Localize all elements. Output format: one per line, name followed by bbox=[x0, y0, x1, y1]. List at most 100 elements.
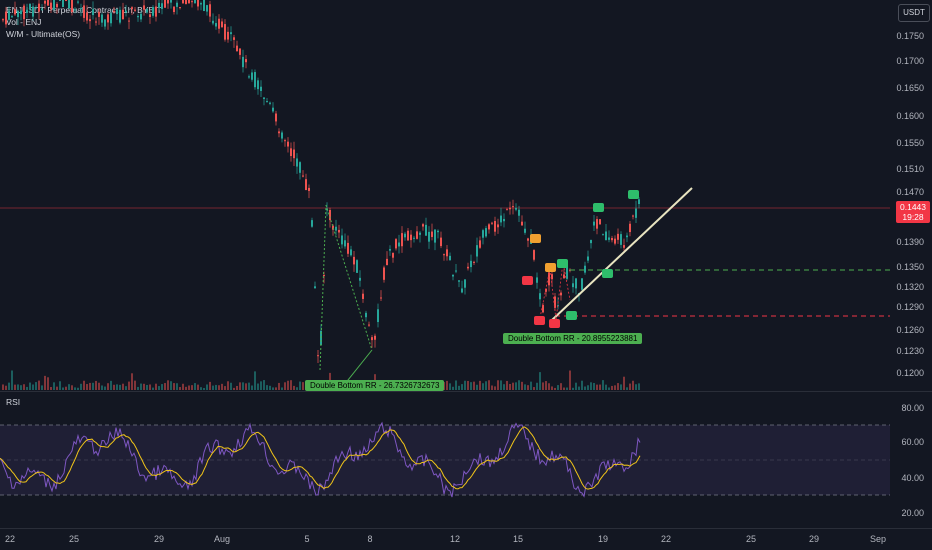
volume-bar bbox=[65, 386, 67, 390]
rsi-line bbox=[0, 421, 641, 498]
volume-bar bbox=[233, 387, 235, 390]
volume-bar bbox=[113, 384, 115, 390]
volume-bar bbox=[503, 384, 505, 390]
signal-marker-red[interactable] bbox=[549, 319, 560, 328]
double-bottom-label-1[interactable]: Double Bottom RR - 26.7326732673 bbox=[305, 380, 445, 391]
volume-bar bbox=[590, 382, 592, 390]
candle-body bbox=[338, 229, 340, 233]
candle-body bbox=[164, 0, 166, 8]
volume-bar bbox=[563, 387, 565, 390]
candle-body bbox=[17, 10, 19, 18]
candle-body bbox=[251, 72, 253, 80]
volume-bar bbox=[596, 384, 598, 390]
candle-body bbox=[536, 277, 538, 283]
volume-bar bbox=[458, 385, 460, 390]
candle-body bbox=[53, 0, 55, 11]
pane-separator[interactable] bbox=[0, 391, 932, 392]
candle-body bbox=[617, 233, 619, 240]
volume-bar bbox=[44, 375, 46, 390]
candle-body bbox=[107, 14, 109, 23]
volume-bar bbox=[533, 387, 535, 390]
signal-marker-green[interactable] bbox=[628, 190, 639, 199]
volume-bar bbox=[545, 381, 547, 390]
currency-button[interactable]: USDT bbox=[898, 4, 930, 22]
rsi-axis[interactable]: 80.00 60.00 40.00 20.00 bbox=[901, 403, 924, 518]
volume-bar bbox=[617, 383, 619, 390]
volume-bar bbox=[2, 384, 4, 390]
volume-bar bbox=[59, 381, 61, 390]
volume-bar bbox=[179, 387, 181, 390]
candle-body bbox=[449, 255, 451, 261]
volume-bar bbox=[251, 385, 253, 390]
volume-bar bbox=[599, 384, 601, 390]
volume-bar bbox=[107, 383, 109, 390]
candle-body bbox=[137, 15, 139, 18]
volume-bar bbox=[218, 385, 220, 390]
volume-bar bbox=[626, 387, 628, 390]
volume-bar bbox=[101, 385, 103, 390]
price-axis[interactable]: 0.1750 0.1700 0.1650 0.1600 0.1550 0.151… bbox=[896, 31, 924, 378]
candle-body bbox=[2, 19, 4, 21]
volume-bar bbox=[608, 387, 610, 390]
candle-body bbox=[80, 8, 82, 10]
indicator-legend[interactable]: W/M - Ultimate(OS) bbox=[6, 29, 81, 39]
candle-body bbox=[575, 278, 577, 289]
candle-body bbox=[275, 113, 277, 122]
signal-marker-orange[interactable] bbox=[530, 234, 541, 243]
signal-marker-green[interactable] bbox=[602, 269, 613, 278]
volume-bar bbox=[584, 386, 586, 390]
candle-body bbox=[470, 260, 472, 268]
signal-marker-red[interactable] bbox=[534, 316, 545, 325]
candle-body bbox=[428, 231, 430, 242]
candle-body bbox=[602, 234, 604, 236]
double-bottom-label-2[interactable]: Double Bottom RR - 20.8955223881 bbox=[503, 333, 643, 344]
volume-bar bbox=[137, 386, 139, 390]
volume-bar bbox=[77, 387, 79, 390]
signal-marker-green[interactable] bbox=[557, 259, 568, 268]
candle-body bbox=[440, 237, 442, 247]
candle-body bbox=[485, 228, 487, 237]
volume-bar bbox=[578, 386, 580, 390]
candle-body bbox=[203, 0, 205, 12]
volume-bar bbox=[236, 385, 238, 390]
signal-marker-green[interactable] bbox=[593, 203, 604, 212]
candle-body bbox=[506, 209, 508, 211]
candle-body bbox=[89, 19, 91, 22]
volume-bar bbox=[500, 380, 502, 390]
volume-bar bbox=[524, 384, 526, 390]
candle-body bbox=[71, 0, 73, 12]
candle-body bbox=[500, 215, 502, 223]
time-axis[interactable]: 22 25 29 Aug 5 8 12 15 19 22 25 29 Sep bbox=[4, 534, 887, 544]
volume-bar bbox=[248, 382, 250, 390]
candle-body bbox=[14, 9, 16, 15]
candle-body bbox=[398, 242, 400, 247]
signal-marker-orange[interactable] bbox=[545, 263, 556, 272]
rsi-chart[interactable] bbox=[0, 392, 890, 527]
candle-body bbox=[404, 233, 406, 238]
candle-body bbox=[125, 10, 127, 13]
volume-bar bbox=[548, 383, 550, 390]
candle-body bbox=[635, 208, 637, 218]
candle-body bbox=[62, 0, 64, 8]
candle-body bbox=[590, 240, 592, 244]
candle-body bbox=[140, 13, 142, 20]
volume-bar bbox=[221, 383, 223, 390]
volume-bar bbox=[17, 384, 19, 390]
candle-body bbox=[26, 9, 28, 13]
price-chart[interactable] bbox=[0, 0, 890, 390]
volume-bar bbox=[140, 383, 142, 390]
volume-bar bbox=[560, 383, 562, 390]
volume-bar bbox=[170, 381, 172, 390]
rsi-legend[interactable]: RSI bbox=[6, 397, 21, 407]
candle-body bbox=[32, 6, 34, 17]
signal-marker-green[interactable] bbox=[566, 311, 577, 320]
volume-bar bbox=[74, 387, 76, 390]
volume-bar bbox=[194, 383, 196, 390]
trendline bbox=[551, 187, 693, 321]
signal-marker-red[interactable] bbox=[522, 276, 533, 285]
rsi-ma-line bbox=[0, 426, 641, 490]
candle-body bbox=[8, 10, 10, 20]
candle-body bbox=[242, 56, 244, 68]
volume-bar bbox=[41, 385, 43, 390]
candle-body bbox=[446, 249, 448, 257]
